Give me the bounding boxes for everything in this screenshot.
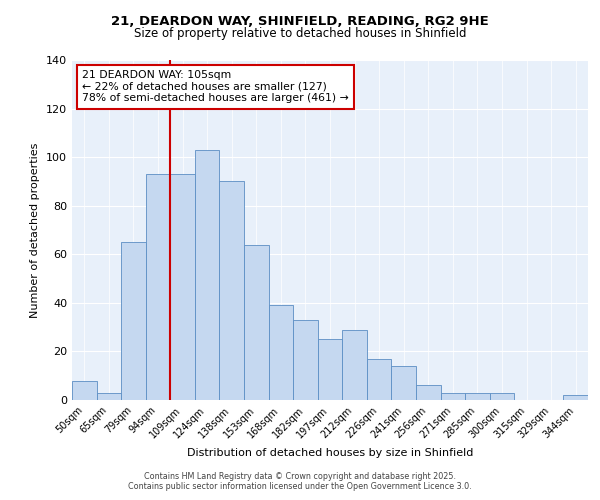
Bar (146, 174, 170, 400)
Bar (170, 174, 195, 400)
Text: 21 DEARDON WAY: 105sqm
← 22% of detached houses are smaller (127)
78% of semi-de: 21 DEARDON WAY: 105sqm ← 22% of detached… (82, 70, 349, 103)
Bar (416, 386, 440, 400)
Text: Size of property relative to detached houses in Shinfield: Size of property relative to detached ho… (134, 28, 466, 40)
Bar (490, 392, 514, 400)
Bar (269, 306, 293, 400)
Text: 21, DEARDON WAY, SHINFIELD, READING, RG2 9HE: 21, DEARDON WAY, SHINFIELD, READING, RG2… (111, 15, 489, 28)
Bar (72, 380, 97, 400)
Bar (391, 366, 416, 400)
X-axis label: Distribution of detached houses by size in Shinfield: Distribution of detached houses by size … (187, 448, 473, 458)
Bar (440, 392, 465, 400)
Bar (293, 320, 318, 400)
Bar (465, 392, 490, 400)
Bar (121, 242, 146, 400)
Bar (563, 395, 588, 400)
Bar (97, 392, 121, 400)
Bar (342, 330, 367, 400)
Bar (220, 182, 244, 400)
Text: Contains HM Land Registry data © Crown copyright and database right 2025.: Contains HM Land Registry data © Crown c… (144, 472, 456, 481)
Bar (318, 340, 342, 400)
Bar (195, 150, 220, 400)
Bar (244, 244, 269, 400)
Bar (367, 358, 391, 400)
Y-axis label: Number of detached properties: Number of detached properties (31, 142, 40, 318)
Text: Contains public sector information licensed under the Open Government Licence 3.: Contains public sector information licen… (128, 482, 472, 491)
